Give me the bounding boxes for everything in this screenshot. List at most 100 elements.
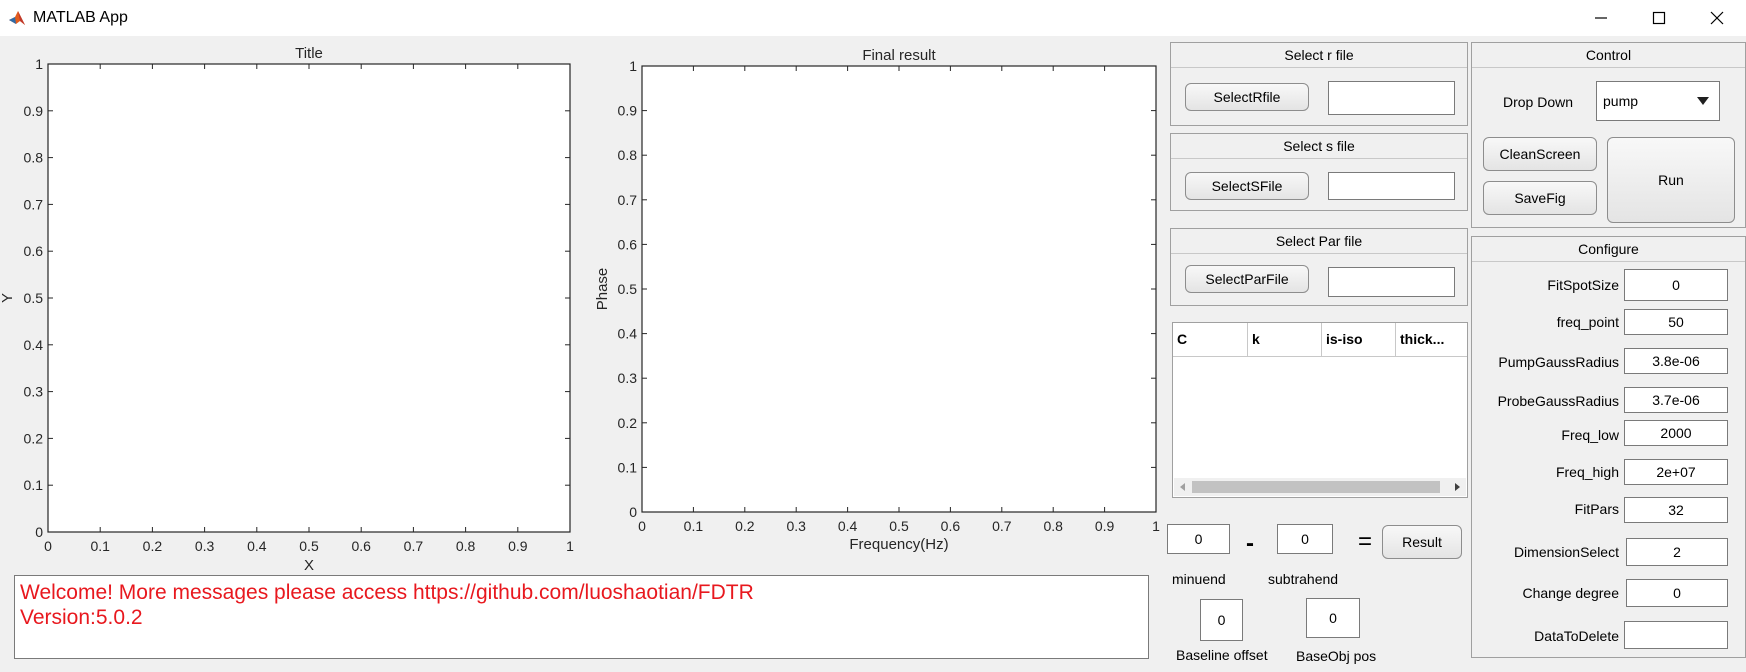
freq-high-field[interactable]: 2e+07 — [1624, 459, 1728, 485]
select-s-file-button[interactable]: SelectSFile — [1185, 172, 1309, 200]
y-tick-label: 0.2 — [24, 430, 44, 446]
x-tick-label: 0.1 — [684, 518, 704, 534]
table-horizontal-scrollbar[interactable] — [1174, 478, 1466, 496]
y-tick-label: 0.1 — [618, 459, 638, 475]
dimension-select-label: DimensionSelect — [1513, 544, 1619, 560]
axes-svg[interactable]: 0 0.1 0.2 0.3 0.4 0.5 0.6 0.7 0.8 0.9 1 0 0.1 0.2 0.3 0… — [0, 40, 580, 575]
maximize-button[interactable] — [1630, 0, 1688, 36]
dropdown-value: pump — [1603, 93, 1639, 109]
dimension-select-field[interactable]: 2 — [1626, 538, 1728, 566]
r-file-path-field[interactable] — [1328, 81, 1455, 115]
x-tick-label: 0.8 — [1043, 518, 1063, 534]
clean-screen-button[interactable]: CleanScreen — [1483, 137, 1597, 171]
table-column-header[interactable]: C — [1173, 323, 1248, 356]
par-file-path-field[interactable] — [1328, 267, 1455, 297]
y-tick-label: 0.4 — [618, 326, 638, 342]
select-par-file-button[interactable]: SelectParFile — [1185, 265, 1309, 293]
minuend-field[interactable]: 0 — [1167, 524, 1230, 554]
table-column-header[interactable]: k — [1248, 323, 1322, 356]
fit-pars-label: FitPars — [1574, 501, 1619, 517]
panel-title: Select Par file — [1171, 229, 1467, 254]
table-header: C k is-iso thick... — [1173, 323, 1467, 357]
change-degree-field[interactable]: 0 — [1626, 579, 1728, 607]
panel-title: Select r file — [1171, 43, 1467, 68]
equals-symbol: = — [1358, 528, 1373, 555]
baseobj-pos-field[interactable]: 0 — [1306, 598, 1360, 638]
x-tick-label: 0.5 — [299, 538, 319, 554]
data-to-delete-field[interactable] — [1624, 621, 1728, 649]
axes-title: Final result — [862, 47, 936, 64]
x-tick-label: 0.6 — [941, 518, 961, 534]
minimize-icon — [1595, 17, 1607, 19]
minuend-label: minuend — [1172, 571, 1226, 587]
title-bar: MATLAB App — [0, 0, 1746, 36]
panel-title: Control — [1472, 43, 1745, 68]
plot-area — [641, 65, 1157, 513]
y-tick-label: 0.4 — [24, 337, 44, 353]
y-tick-label: 0.9 — [24, 103, 44, 119]
minimize-button[interactable] — [1572, 0, 1630, 36]
scrollbar-thumb[interactable] — [1192, 481, 1440, 493]
dropdown-arrow-icon — [1697, 97, 1709, 105]
y-tick-label: 0.8 — [24, 150, 44, 166]
fit-spot-size-field[interactable]: 0 — [1624, 269, 1728, 301]
y-tick-label: 0.8 — [618, 147, 638, 163]
subtrahend-label: subtrahend — [1268, 571, 1339, 587]
axes-left[interactable]: 0 0.1 0.2 0.3 0.4 0.5 0.6 0.7 0.8 0.9 1 0 0.1 0.2 0.3 0… — [0, 40, 580, 575]
scroll-left-icon[interactable] — [1178, 482, 1188, 492]
x-tick-label: 1 — [1152, 518, 1160, 534]
x-tick-label: 0.5 — [889, 518, 909, 534]
save-fig-button[interactable]: SaveFig — [1483, 181, 1597, 215]
y-tick-label: 0.5 — [24, 290, 44, 306]
window-title: MATLAB App — [33, 9, 128, 26]
select-r-file-button[interactable]: SelectRfile — [1185, 83, 1309, 111]
data-to-delete-label: DataToDelete — [1534, 628, 1619, 644]
probe-gauss-radius-field[interactable]: 3.7e-06 — [1624, 387, 1728, 413]
s-file-path-field[interactable] — [1328, 172, 1455, 200]
y-tick-label: 0.7 — [618, 192, 638, 208]
freq-high-label: Freq_high — [1555, 464, 1619, 480]
x-tick-label: 0.3 — [195, 538, 215, 554]
console-line: Version:5.0.2 — [20, 606, 143, 629]
close-icon — [1710, 11, 1724, 25]
y-tick-label: 0.2 — [618, 415, 638, 431]
freq-low-label: Freq_low — [1561, 427, 1619, 443]
x-tick-label: 0.3 — [786, 518, 806, 534]
y-tick-label: 0.6 — [618, 236, 638, 252]
pump-gauss-radius-field[interactable]: 3.8e-06 — [1624, 348, 1728, 374]
mode-dropdown[interactable]: pump — [1596, 81, 1720, 121]
table-column-header[interactable]: thick... — [1400, 331, 1445, 347]
freq-point-field[interactable]: 50 — [1624, 309, 1728, 335]
y-axis-label: Y — [0, 293, 16, 303]
axes-final-result[interactable]: 0 0.1 0.2 0.3 0.4 0.5 0.6 0.7 0.8 0.9 1 0 0.1 0.2 0.3 0… — [590, 40, 1170, 560]
x-tick-label: 0.4 — [838, 518, 858, 534]
freq-low-field[interactable]: 2000 — [1624, 420, 1728, 446]
maximize-icon — [1652, 11, 1666, 25]
x-tick-label: 0.6 — [351, 538, 371, 554]
fit-pars-field[interactable]: 32 — [1624, 497, 1728, 523]
x-tick-label: 0 — [44, 538, 52, 554]
result-button[interactable]: Result — [1382, 525, 1462, 559]
x-tick-label: 0.2 — [143, 538, 163, 554]
probe-gauss-radius-label: ProbeGaussRadius — [1497, 393, 1619, 409]
axes-title: Title — [295, 45, 323, 62]
parameter-table[interactable]: C k is-iso thick... — [1172, 322, 1468, 498]
y-tick-label: 0 — [35, 524, 43, 540]
console-line: Welcome! More messages please access htt… — [20, 581, 754, 604]
x-tick-label: 0.2 — [735, 518, 755, 534]
baseline-offset-label: Baseline offset — [1176, 647, 1268, 663]
message-console[interactable]: Welcome! More messages please access htt… — [14, 575, 1149, 659]
y-tick-label: 0.5 — [618, 281, 638, 297]
panel-title: Configure — [1472, 237, 1745, 262]
baseline-offset-field[interactable]: 0 — [1200, 599, 1243, 641]
scroll-right-icon[interactable] — [1452, 482, 1462, 492]
x-tick-label: 0.9 — [1095, 518, 1115, 534]
x-axis-label: Frequency(Hz) — [849, 536, 948, 553]
run-button[interactable]: Run — [1607, 137, 1735, 223]
x-tick-label: 1 — [566, 538, 574, 554]
table-column-header[interactable]: is-iso — [1322, 323, 1396, 356]
subtrahend-field[interactable]: 0 — [1277, 524, 1333, 554]
close-button[interactable] — [1688, 0, 1746, 36]
axes-svg[interactable]: 0 0.1 0.2 0.3 0.4 0.5 0.6 0.7 0.8 0.9 1 0 0.1 0.2 0.3 0… — [590, 40, 1170, 560]
x-tick-label: 0.9 — [508, 538, 528, 554]
